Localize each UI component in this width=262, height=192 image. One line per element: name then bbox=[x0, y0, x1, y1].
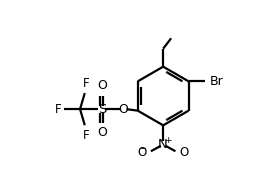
Text: N: N bbox=[157, 138, 167, 151]
Text: O: O bbox=[118, 103, 128, 116]
Text: O: O bbox=[97, 126, 107, 139]
Text: S: S bbox=[98, 103, 106, 116]
Text: F: F bbox=[83, 129, 89, 142]
Text: −: − bbox=[138, 143, 145, 152]
Text: F: F bbox=[55, 103, 62, 116]
Text: F: F bbox=[83, 77, 89, 90]
Text: Br: Br bbox=[210, 75, 224, 88]
Text: O: O bbox=[138, 146, 147, 159]
Text: +: + bbox=[163, 136, 171, 145]
Text: O: O bbox=[97, 79, 107, 92]
Text: O: O bbox=[180, 146, 189, 159]
